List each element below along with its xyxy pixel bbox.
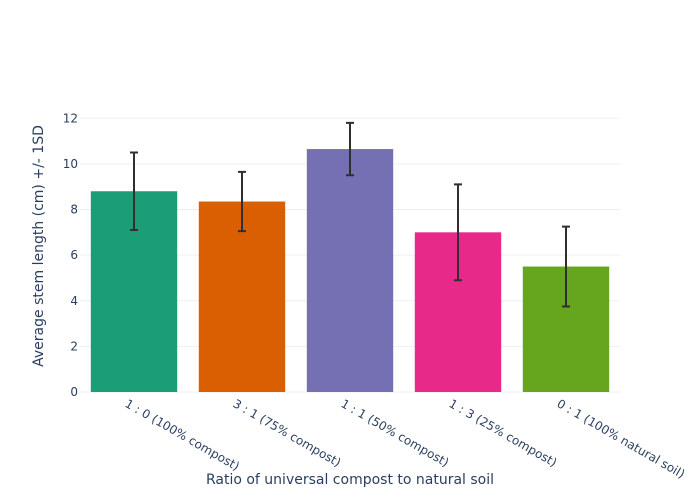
x-axis-title: Ratio of universal compost to natural so… bbox=[206, 472, 494, 488]
y-axis-title: Average stem length (cm) +/- 1SD bbox=[31, 125, 47, 367]
error-bar bbox=[346, 121, 354, 177]
x-tick-label: 1 : 3 (25% compost) bbox=[447, 396, 560, 469]
error-bar bbox=[562, 225, 570, 308]
error-bar bbox=[238, 170, 246, 233]
x-tick-label: 0 : 1 (100% natural soil) bbox=[555, 396, 688, 481]
x-tick-label: 1 : 1 (50% compost) bbox=[339, 396, 452, 469]
error-bar-layer bbox=[130, 121, 570, 308]
error-bar bbox=[130, 151, 138, 232]
y-tick-label: 12 bbox=[63, 111, 78, 125]
error-bar bbox=[454, 183, 462, 282]
x-tick-label: 1 : 0 (100% compost) bbox=[123, 396, 242, 473]
bar[interactable] bbox=[306, 149, 394, 392]
x-tick-label: 3 : 1 (75% compost) bbox=[231, 396, 344, 469]
y-tick-label: 0 bbox=[70, 385, 78, 399]
bar-layer bbox=[90, 149, 610, 392]
x-axis-ticks: 1 : 0 (100% compost)3 : 1 (75% compost)1… bbox=[123, 396, 688, 481]
y-tick-label: 8 bbox=[70, 203, 78, 217]
y-tick-label: 10 bbox=[63, 157, 78, 171]
bar[interactable] bbox=[198, 201, 286, 392]
y-tick-label: 2 bbox=[70, 339, 78, 353]
y-axis-ticks: 0 2 4 6 8 10 12 bbox=[63, 111, 78, 399]
y-tick-label: 6 bbox=[70, 248, 78, 262]
y-tick-label: 4 bbox=[70, 294, 78, 308]
